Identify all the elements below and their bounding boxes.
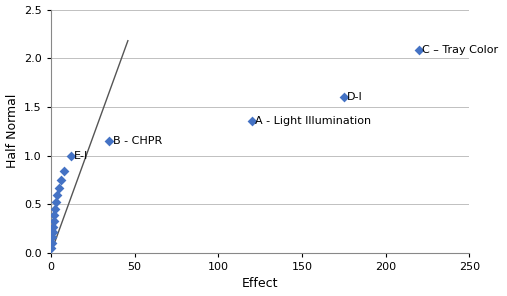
Text: C – Tray Color: C – Tray Color xyxy=(422,45,498,55)
Point xyxy=(57,178,65,182)
Point xyxy=(105,139,114,143)
Y-axis label: Half Normal: Half Normal xyxy=(6,94,19,168)
Text: B - CHPR: B - CHPR xyxy=(113,136,162,146)
Text: E-I: E-I xyxy=(75,151,89,160)
Point xyxy=(48,241,56,245)
Text: A - Light Illumination: A - Light Illumination xyxy=(255,117,371,126)
Point xyxy=(415,48,423,53)
Point xyxy=(51,207,59,211)
Point xyxy=(340,95,348,99)
Point xyxy=(53,193,61,198)
Point xyxy=(248,119,256,124)
Point xyxy=(55,185,63,190)
Point xyxy=(50,218,58,223)
Point xyxy=(48,235,56,240)
Point xyxy=(50,213,58,217)
Point xyxy=(67,153,75,158)
Point xyxy=(49,224,57,229)
Point xyxy=(52,200,60,205)
X-axis label: Effect: Effect xyxy=(242,277,278,290)
Point xyxy=(47,246,55,250)
Point xyxy=(49,230,57,235)
Point xyxy=(60,169,68,173)
Text: D-I: D-I xyxy=(347,92,363,102)
